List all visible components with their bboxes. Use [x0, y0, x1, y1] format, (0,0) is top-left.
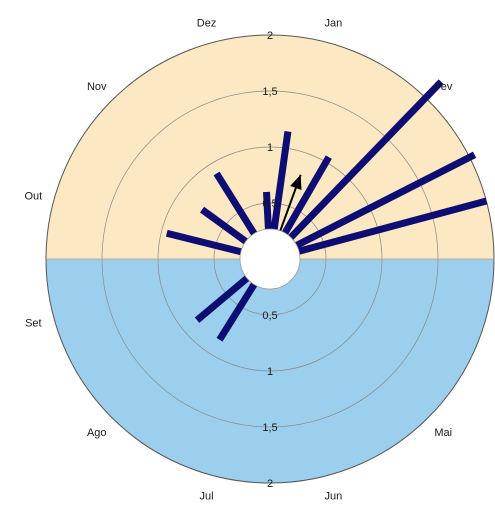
month-labels: JanFevMarAbrMaiJunJulAgoSetOutNovDez: [24, 17, 453, 503]
bar-series: [165, 79, 488, 342]
mean-vector-arrow-head: [290, 174, 302, 191]
bar: [194, 274, 251, 323]
bar: [270, 130, 292, 232]
bar: [293, 151, 477, 250]
radial-tick-label-lower: 2: [267, 478, 273, 490]
bar: [199, 206, 250, 246]
center-hole: [239, 228, 301, 290]
radial-tick-label-lower: 0,5: [262, 310, 277, 322]
month-label: Mai: [434, 427, 452, 439]
month-label: Jun: [325, 491, 343, 503]
month-label: Set: [25, 317, 42, 329]
bar: [286, 79, 444, 242]
bar: [296, 197, 488, 256]
bar: [165, 229, 244, 256]
month-label: Fev: [434, 81, 453, 93]
bar: [216, 280, 259, 342]
radial-tick-label-upper: 2: [267, 30, 273, 42]
month-label: Dez: [197, 17, 217, 29]
bar: [280, 155, 332, 237]
bar: [213, 171, 259, 238]
month-label: Jul: [200, 491, 214, 503]
radial-tick-label-lower: 1,5: [262, 422, 277, 434]
center-circle: [239, 228, 301, 290]
month-label: Ago: [87, 427, 107, 439]
radial-tick-labels: 0,5 0,5 1 1 1,5 1,5 2 2: [262, 30, 277, 490]
month-label: Out: [24, 191, 42, 203]
bar: [262, 191, 273, 232]
radial-tick-label-lower: 1: [267, 366, 273, 378]
radial-tick-label-upper: 1: [267, 142, 273, 154]
radial-tick-label-upper: 1,5: [262, 86, 277, 98]
month-label: Jan: [325, 17, 343, 29]
radial-tick-label-upper: 0,5: [262, 198, 277, 210]
month-label: Nov: [87, 81, 107, 93]
